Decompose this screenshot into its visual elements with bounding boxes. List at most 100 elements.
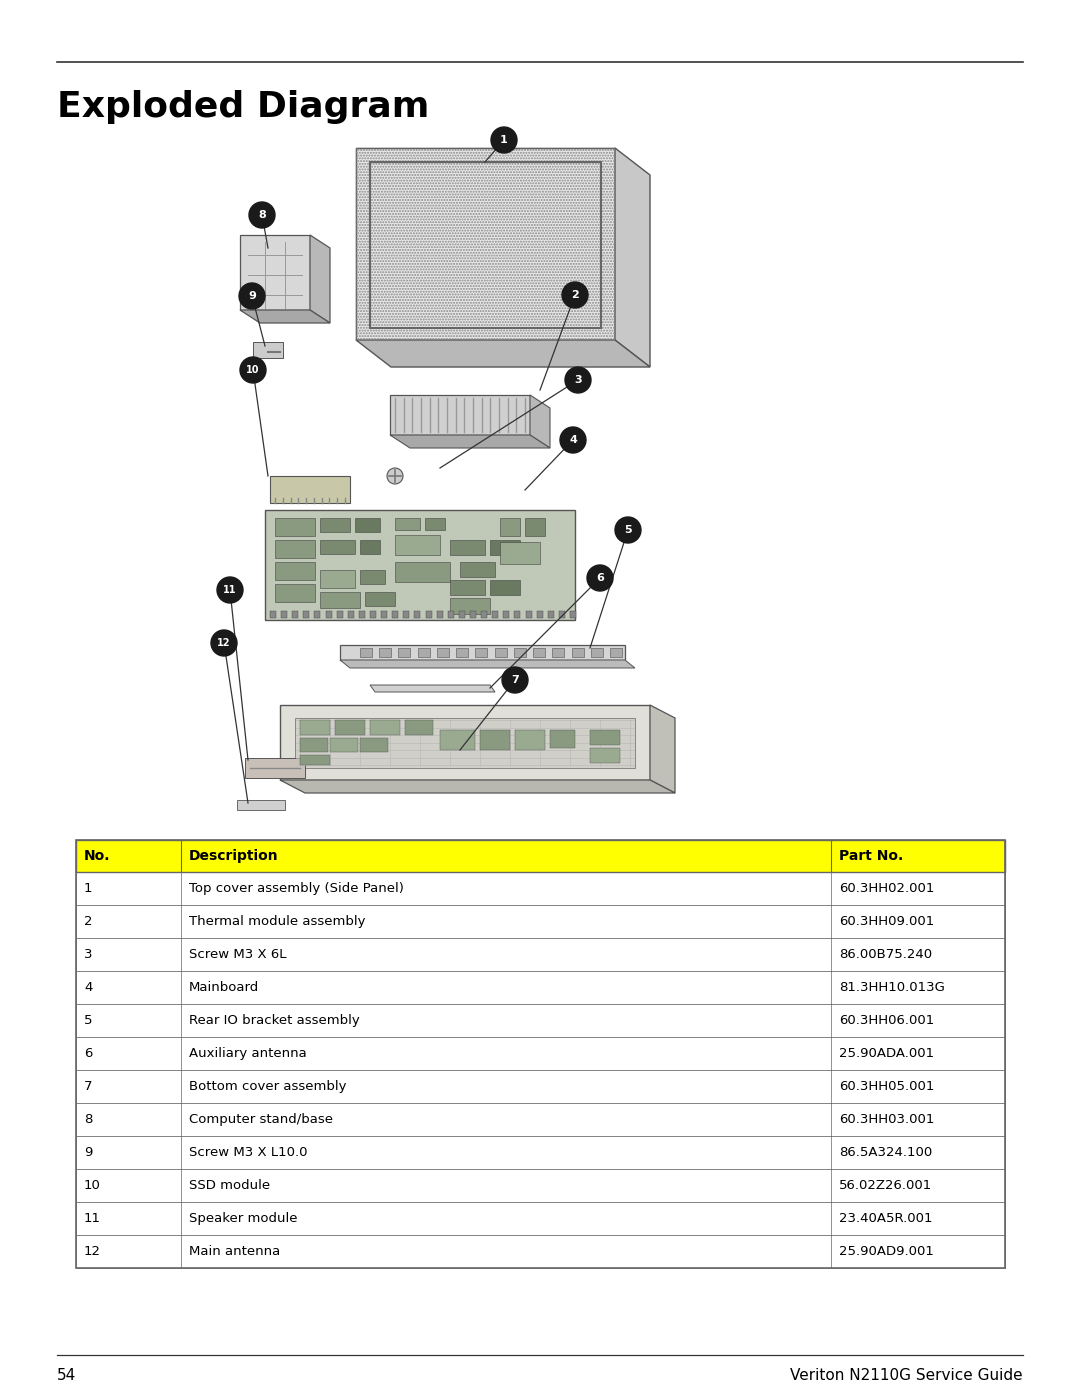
Bar	[514, 610, 521, 617]
Text: 9: 9	[248, 291, 256, 300]
Polygon shape	[310, 235, 330, 323]
Bar	[534, 648, 545, 657]
Text: 60.3HH02.001: 60.3HH02.001	[839, 882, 934, 895]
Bar	[270, 610, 276, 617]
Polygon shape	[390, 434, 550, 448]
Text: 60.3HH09.001: 60.3HH09.001	[839, 915, 934, 928]
Bar	[76, 937, 1005, 971]
Bar	[360, 541, 380, 555]
Text: 12: 12	[217, 638, 231, 648]
Polygon shape	[340, 645, 625, 659]
Bar	[590, 747, 620, 763]
Bar	[76, 1235, 1005, 1268]
Bar	[76, 1169, 1005, 1201]
Polygon shape	[530, 395, 550, 448]
Bar	[337, 610, 342, 617]
Bar	[495, 648, 507, 657]
Bar	[335, 719, 365, 735]
Bar	[300, 719, 330, 735]
Bar	[76, 840, 1005, 1268]
Text: 12: 12	[84, 1245, 102, 1259]
Bar	[418, 648, 430, 657]
Bar	[550, 731, 575, 747]
Bar	[500, 518, 519, 536]
Text: 2: 2	[571, 291, 579, 300]
Text: Screw M3 X L10.0: Screw M3 X L10.0	[189, 1146, 308, 1160]
Bar	[379, 648, 391, 657]
Polygon shape	[615, 148, 650, 367]
Bar	[503, 610, 510, 617]
Bar	[293, 610, 298, 617]
Bar	[275, 518, 315, 536]
Bar	[360, 738, 388, 752]
Bar	[403, 610, 409, 617]
Bar	[76, 1136, 1005, 1169]
Text: 4: 4	[84, 981, 93, 995]
Circle shape	[211, 630, 237, 657]
Text: Veriton N2110G Service Guide: Veriton N2110G Service Guide	[791, 1368, 1023, 1383]
Bar	[514, 648, 526, 657]
Circle shape	[240, 358, 266, 383]
Bar	[537, 610, 542, 617]
Text: Rear IO bracket assembly: Rear IO bracket assembly	[189, 1014, 360, 1027]
Polygon shape	[240, 310, 330, 323]
Bar	[490, 541, 519, 555]
Bar	[481, 610, 487, 617]
Bar	[320, 592, 360, 608]
Bar	[314, 610, 321, 617]
Polygon shape	[280, 780, 675, 793]
Bar	[76, 840, 1005, 872]
Text: No.: No.	[84, 849, 110, 863]
Bar	[470, 610, 476, 617]
Text: Auxiliary antenna: Auxiliary antenna	[189, 1046, 307, 1060]
Bar	[253, 342, 283, 358]
Bar	[275, 541, 315, 557]
Bar	[450, 598, 490, 615]
Bar	[571, 648, 583, 657]
Bar	[415, 610, 420, 617]
Bar	[459, 610, 464, 617]
Polygon shape	[650, 705, 675, 793]
Text: 2: 2	[84, 915, 93, 928]
Bar	[76, 1201, 1005, 1235]
Bar	[552, 648, 565, 657]
Bar	[570, 610, 576, 617]
Polygon shape	[270, 476, 350, 503]
Polygon shape	[280, 705, 650, 780]
Bar	[320, 570, 355, 588]
Bar	[590, 731, 620, 745]
Bar	[448, 610, 454, 617]
Bar	[548, 610, 554, 617]
Circle shape	[239, 284, 265, 309]
Text: 9: 9	[84, 1146, 93, 1160]
Bar	[460, 562, 495, 577]
Text: 81.3HH10.013G: 81.3HH10.013G	[839, 981, 945, 995]
Bar	[300, 754, 330, 766]
Text: 1: 1	[84, 882, 93, 895]
Polygon shape	[390, 395, 530, 434]
Circle shape	[561, 427, 586, 453]
Bar	[526, 610, 531, 617]
Text: Top cover assembly (Side Panel): Top cover assembly (Side Panel)	[189, 882, 404, 895]
Text: 5: 5	[624, 525, 632, 535]
Text: 4: 4	[569, 434, 577, 446]
Bar	[450, 541, 485, 555]
Text: 3: 3	[84, 949, 93, 961]
Bar	[426, 518, 445, 529]
Text: 8: 8	[84, 1113, 93, 1126]
Polygon shape	[265, 510, 575, 620]
Text: Computer stand/base: Computer stand/base	[189, 1113, 333, 1126]
Circle shape	[491, 127, 517, 154]
Text: Bottom cover assembly: Bottom cover assembly	[189, 1080, 347, 1092]
Polygon shape	[240, 235, 310, 310]
Text: 8: 8	[258, 210, 266, 219]
Bar	[395, 562, 450, 583]
Text: 86.00B75.240: 86.00B75.240	[839, 949, 932, 961]
Text: 7: 7	[84, 1080, 93, 1092]
Bar	[395, 518, 420, 529]
Bar	[492, 610, 498, 617]
Circle shape	[588, 564, 613, 591]
Text: 23.40A5R.001: 23.40A5R.001	[839, 1213, 932, 1225]
Polygon shape	[370, 685, 495, 692]
Bar	[591, 648, 603, 657]
